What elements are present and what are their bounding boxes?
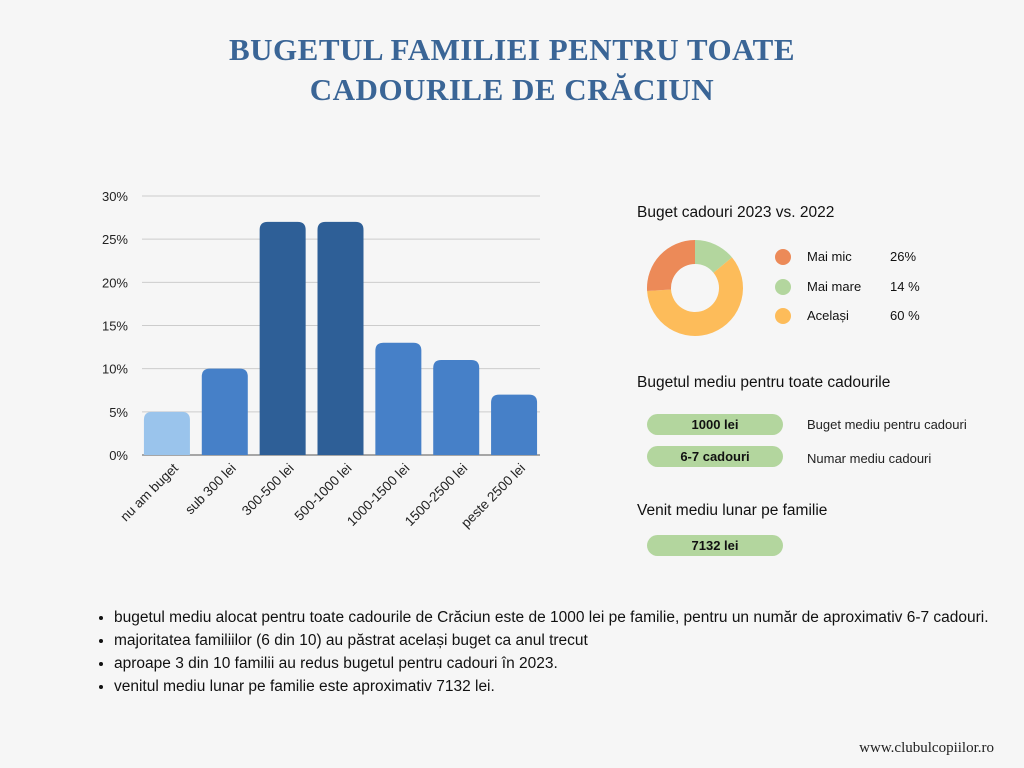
donut-chart (647, 240, 743, 336)
x-tick-label: sub 300 lei (182, 461, 239, 518)
y-tick-label: 25% (102, 232, 128, 247)
legend-label: Mai mare (807, 278, 862, 294)
x-tick-label: 300-500 lei (239, 461, 297, 519)
legend-swatch (775, 249, 791, 265)
y-tick-label: 20% (102, 275, 128, 290)
note-item: majoritatea familiilor (6 din 10) au păs… (114, 629, 994, 652)
gift-count-pill: 6-7 cadouri (647, 446, 783, 467)
y-tick-label: 0% (109, 448, 128, 463)
note-item: venitul mediu lunar pe familie este apro… (114, 675, 994, 698)
donut-slice (647, 240, 695, 292)
budget-value-pill: 1000 lei (647, 414, 783, 435)
notes-list: bugetul mediu alocat pentru toate cadour… (92, 606, 994, 698)
bar-chart: 0% 5% 10% 15% 20% 25% 30% nu am buget sub 300 le… (102, 189, 540, 531)
donut-slice (695, 240, 732, 273)
x-tick-label: nu am buget (117, 460, 181, 524)
footer-url: www.clubulcopiilor.ro (859, 740, 994, 756)
y-tick-label: 10% (102, 362, 128, 377)
legend-value: 60 % (890, 308, 920, 323)
bar (143, 411, 190, 455)
legend-value: 14 % (890, 278, 920, 294)
budget-title: Bugetul mediu pentru toate cadourile (637, 374, 891, 391)
title-line: CADOURILE DE CRĂCIUN (309, 72, 715, 107)
bar (317, 221, 364, 455)
bar (259, 221, 306, 455)
bar (433, 360, 480, 455)
y-tick-label: 15% (102, 319, 128, 334)
title-line: BUGETUL FAMILIEI PENTRU TOATE (228, 32, 796, 67)
legend-swatch (775, 278, 791, 295)
x-tick-label: 500-1000 lei (291, 461, 354, 524)
legend-swatch (775, 308, 791, 324)
budget-value-label: Buget mediu pentru cadouri (807, 417, 967, 432)
legend-value: 26% (890, 249, 917, 264)
bar (491, 394, 538, 455)
donut-title: Buget cadouri 2023 vs. 2022 (637, 204, 835, 221)
y-tick-label: 30% (102, 189, 128, 204)
note-item: aproape 3 din 10 familii au redus bugetu… (114, 652, 994, 675)
legend-label: Același (807, 308, 849, 323)
donut-slice (647, 257, 743, 336)
y-tick-label: 5% (109, 405, 128, 420)
page-title: BUGETUL FAMILIEI PENTRU TOATE CADOURILE … (0, 30, 1024, 110)
bar (201, 368, 248, 455)
gift-count-label: Numar mediu cadouri (807, 451, 932, 466)
legend-label: Mai mic (807, 249, 852, 264)
income-title: Venit mediu lunar pe familie (637, 502, 828, 519)
income-pill: 7132 lei (647, 535, 783, 556)
note-item: bugetul mediu alocat pentru toate cadour… (114, 606, 994, 629)
bar (375, 342, 422, 455)
